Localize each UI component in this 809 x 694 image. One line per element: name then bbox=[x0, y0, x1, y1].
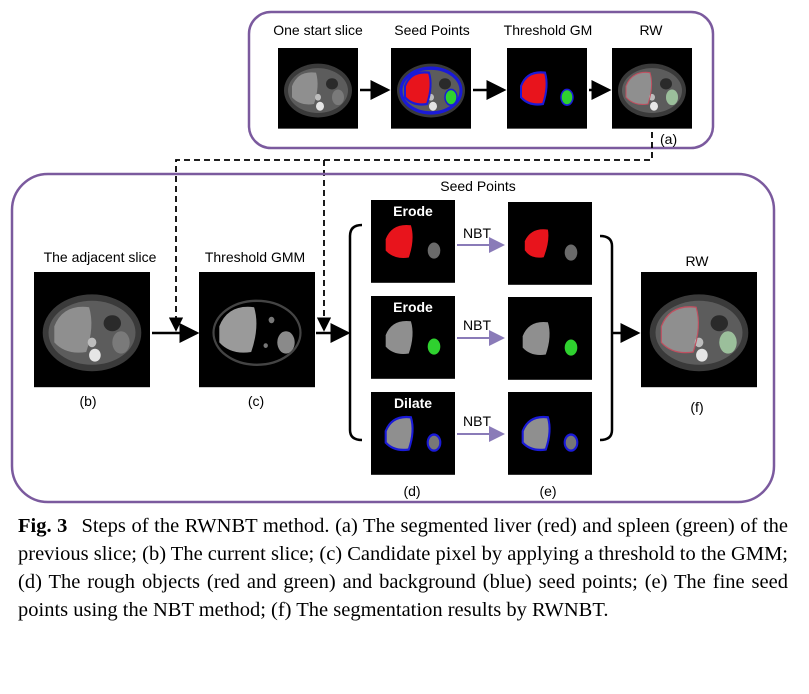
method-figure: One start slice Seed Points Threshold GM… bbox=[10, 10, 776, 504]
caption-text: Steps of the RWNBT method. (a) The segme… bbox=[18, 515, 788, 621]
tag-e: (e) bbox=[539, 483, 556, 499]
branch-bracket bbox=[348, 223, 363, 442]
label-adjacent-slice: The adjacent slice bbox=[44, 249, 157, 265]
label-nbt-3: NBT bbox=[463, 413, 491, 429]
label-threshold-gm: Threshold GM bbox=[504, 22, 593, 38]
dashed-connector-b bbox=[168, 132, 653, 332]
merge-bracket bbox=[599, 234, 614, 442]
label-dilate: Dilate bbox=[394, 395, 432, 411]
label-threshold-gmm: Threshold GMM bbox=[205, 249, 305, 265]
top-panel-frame bbox=[247, 10, 715, 150]
figure-number: Fig. 3 bbox=[18, 515, 68, 537]
label-rw-top: RW bbox=[639, 22, 663, 38]
tag-f: (f) bbox=[690, 399, 703, 415]
label-nbt-1: NBT bbox=[463, 225, 491, 241]
label-nbt-2: NBT bbox=[463, 317, 491, 333]
ct-seed-points-image bbox=[391, 48, 471, 129]
ct-rw-result-image bbox=[641, 272, 757, 388]
ct-nbt-spleen-image bbox=[508, 297, 592, 380]
tag-c: (c) bbox=[248, 393, 264, 409]
label-one-start-slice: One start slice bbox=[273, 22, 363, 38]
ct-erode-spleen-image bbox=[371, 296, 455, 379]
bottom-panel-frame bbox=[10, 172, 776, 504]
label-seed-points-top: Seed Points bbox=[394, 22, 470, 38]
label-erode-2: Erode bbox=[393, 299, 433, 315]
ct-adjacent-slice-image bbox=[34, 272, 150, 388]
ct-erode-liver-image bbox=[371, 200, 455, 283]
label-rw-bottom: RW bbox=[685, 253, 709, 269]
label-erode-1: Erode bbox=[393, 203, 433, 219]
ct-dilate-background-image bbox=[371, 392, 455, 475]
label-seed-points-bottom: Seed Points bbox=[440, 178, 516, 194]
ct-nbt-background-image bbox=[508, 392, 592, 475]
ct-rw-top-image bbox=[612, 48, 692, 129]
tag-a: (a) bbox=[660, 131, 677, 147]
ct-nbt-liver-image bbox=[508, 202, 592, 285]
tag-b: (b) bbox=[79, 393, 96, 409]
tag-d: (d) bbox=[403, 483, 420, 499]
figure-caption: Fig. 3 Steps of the RWNBT method. (a) The… bbox=[18, 512, 788, 624]
ct-threshold-gm-image bbox=[507, 48, 587, 129]
ct-start-slice-image bbox=[278, 48, 358, 129]
ct-threshold-gmm-image bbox=[197, 270, 317, 389]
